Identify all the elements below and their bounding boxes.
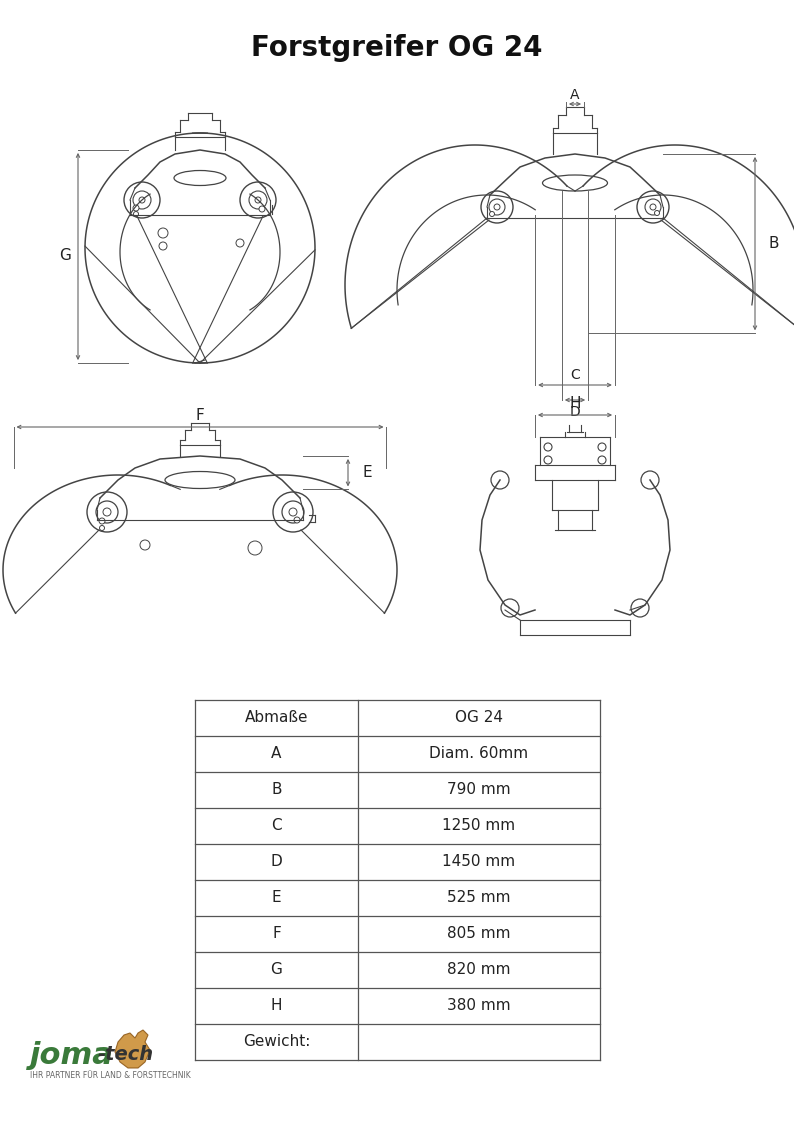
Circle shape [631,599,649,617]
Circle shape [255,197,261,203]
Circle shape [124,182,160,218]
Circle shape [159,241,167,250]
Text: G: G [59,248,71,264]
Circle shape [133,206,139,211]
Circle shape [637,191,669,223]
Circle shape [259,206,265,212]
Circle shape [158,228,168,238]
Circle shape [273,492,313,532]
Circle shape [489,199,505,214]
Text: F: F [195,409,204,423]
Circle shape [294,517,300,523]
Circle shape [240,182,276,218]
Text: joma: joma [30,1041,114,1069]
Polygon shape [115,1030,150,1068]
Circle shape [289,508,297,515]
Circle shape [645,199,661,214]
Text: 1450 mm: 1450 mm [442,855,515,869]
Text: E: E [272,891,281,905]
Circle shape [133,211,138,217]
Circle shape [650,204,656,210]
Text: 805 mm: 805 mm [447,926,511,941]
Text: H: H [569,396,580,411]
Circle shape [140,540,150,550]
Text: H: H [271,998,282,1013]
Text: B: B [768,236,778,252]
Circle shape [489,211,495,217]
Text: F: F [272,926,281,941]
Circle shape [598,456,606,464]
Text: A: A [272,747,282,761]
Circle shape [96,501,118,523]
Text: C: C [570,368,580,382]
Ellipse shape [542,175,607,191]
Circle shape [491,471,509,489]
Circle shape [481,191,513,223]
Text: OG 24: OG 24 [455,711,503,725]
Ellipse shape [174,171,226,185]
Circle shape [99,526,105,530]
Text: C: C [272,819,282,833]
Circle shape [544,456,552,464]
Text: 790 mm: 790 mm [447,783,511,797]
Text: Gewicht:: Gewicht: [243,1034,310,1050]
Text: Forstgreifer OG 24: Forstgreifer OG 24 [251,34,543,62]
Circle shape [501,599,519,617]
Circle shape [641,471,659,489]
Circle shape [494,204,500,210]
Text: G: G [271,962,283,977]
Text: -tech: -tech [98,1046,154,1065]
Text: 525 mm: 525 mm [447,891,511,905]
Text: A: A [570,88,580,102]
Circle shape [249,191,267,209]
Text: 820 mm: 820 mm [447,962,511,977]
Circle shape [282,501,304,523]
Text: 380 mm: 380 mm [447,998,511,1013]
Circle shape [654,210,660,216]
Circle shape [99,518,105,524]
Circle shape [133,191,151,209]
Ellipse shape [165,472,235,489]
Circle shape [236,239,244,247]
Circle shape [139,197,145,203]
Circle shape [248,541,262,555]
Text: Abmaße: Abmaße [245,711,308,725]
Text: Diam. 60mm: Diam. 60mm [430,747,529,761]
Text: D: D [569,405,580,419]
Circle shape [598,442,606,451]
Text: 1250 mm: 1250 mm [442,819,515,833]
Text: D: D [271,855,283,869]
Text: E: E [362,465,372,481]
Circle shape [87,492,127,532]
Circle shape [544,442,552,451]
Circle shape [103,508,111,515]
Text: B: B [272,783,282,797]
Text: IHR PARTNER FÜR LAND & FORSTTECHNIK: IHR PARTNER FÜR LAND & FORSTTECHNIK [30,1070,191,1079]
